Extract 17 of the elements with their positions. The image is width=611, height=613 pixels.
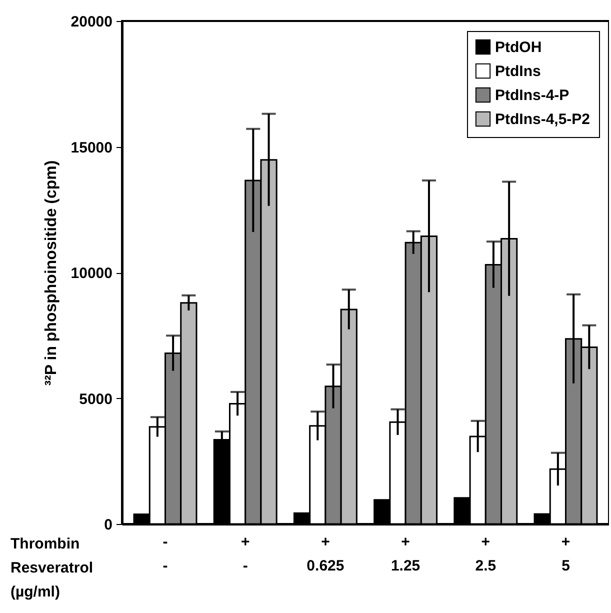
legend-label: PtdIns-4,5-P2 [495, 111, 590, 128]
legend-label: PtdOH [495, 39, 542, 56]
x-tick-label: + 0.625 [306, 534, 344, 574]
y-tick-label: 0 [104, 516, 112, 534]
y-tick-label: 20000 [70, 14, 112, 30]
x-tick-label: + 2.5 [475, 534, 496, 574]
x-tick-label: + 1.25 [390, 534, 420, 574]
x-axis-title: Thrombin Resveratrol (µg/ml) [10, 536, 94, 600]
y-axis-title: ³²P in phosphoinositide (cpm) [42, 160, 60, 386]
legend-label: PtdIns-4-P [495, 87, 570, 104]
legend-label: PtdIns [495, 63, 541, 80]
y-tick-label: 10000 [70, 265, 112, 282]
y-tick-label: 15000 [70, 139, 112, 156]
x-tick-label: + - [240, 534, 250, 574]
x-tick-label: + 5 [561, 534, 570, 574]
x-tick-label: - - [162, 534, 168, 574]
y-tick-label: 5000 [79, 390, 112, 408]
